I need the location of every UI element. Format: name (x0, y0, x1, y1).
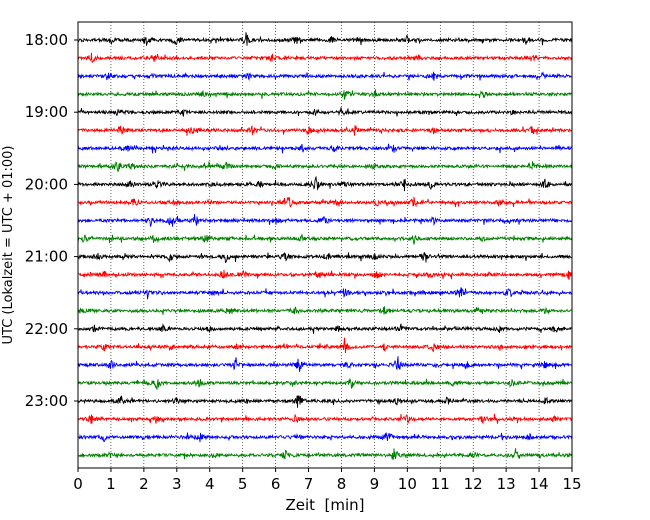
x-tick-label: 11 (431, 475, 450, 493)
trace-row-19:15 (77, 124, 573, 136)
y-tick-label: 18:00 (25, 31, 68, 49)
y-tick-label: 21:00 (25, 248, 68, 266)
trace-row-19:30 (77, 143, 573, 154)
x-axis-label: Zeit [min] (285, 496, 364, 514)
plot-background (78, 22, 572, 468)
trace-row-21:00 (77, 251, 573, 264)
trace-row-18:30 (77, 71, 573, 82)
x-tick-label: 4 (205, 475, 215, 493)
trace-row-18:00 (77, 32, 573, 46)
seismogram-traces (77, 32, 573, 461)
trace-row-20:15 (77, 196, 573, 208)
y-axis-label: UTC (Lokalzeit = UTC + 01:00) (1, 146, 16, 345)
y-axis: 18:00 19:00 20:00 21:00 22:00 23:00 (25, 31, 78, 410)
trace-row-22:00 (77, 323, 573, 334)
trace-row-19:45 (77, 161, 573, 173)
trace-row-20:00 (77, 175, 573, 192)
vertical-gridlines (110, 22, 540, 468)
x-tick-label: 7 (304, 475, 314, 493)
trace-row-21:45 (77, 306, 573, 315)
x-tick-label: 10 (398, 475, 417, 493)
x-tick-label: 2 (139, 475, 149, 493)
plot-frame (77, 21, 573, 469)
x-tick-label: 5 (238, 475, 248, 493)
x-tick-label: 3 (172, 475, 182, 493)
x-tick-label: 13 (497, 475, 516, 493)
x-tick-label: 1 (106, 475, 116, 493)
x-tick-label: 15 (562, 475, 581, 493)
y-tick-label: 23:00 (25, 392, 68, 410)
trace-row-21:30 (77, 287, 573, 300)
trace-row-22:15 (77, 337, 573, 354)
x-tick-label: 8 (337, 475, 347, 493)
x-tick-label: 0 (73, 475, 83, 493)
x-tick-label: 12 (464, 475, 483, 493)
y-tick-label: 22:00 (25, 320, 68, 338)
trace-row-22:45 (77, 377, 573, 390)
x-tick-label: 9 (370, 475, 380, 493)
y-tick-label: 19:00 (25, 103, 68, 121)
trace-row-23:15 (77, 413, 573, 425)
trace-row-23:00 (77, 395, 573, 408)
x-tick-label: 6 (271, 475, 281, 493)
trace-row-21:15 (77, 269, 573, 280)
trace-row-20:30 (77, 214, 573, 227)
trace-row-18:45 (77, 89, 573, 100)
y-tick-label: 20:00 (25, 175, 68, 193)
trace-row-22:30 (77, 356, 573, 372)
trace-row-19:00 (77, 107, 573, 118)
trace-row-20:45 (77, 233, 573, 245)
x-tick-label: 14 (530, 475, 549, 493)
trace-row-18:15 (77, 52, 573, 63)
trace-row-23:30 (77, 432, 573, 443)
trace-row-23:45 (77, 448, 573, 461)
x-axis: 0 1 2 3 4 5 6 7 8 9 10 11 12 13 14 15 (73, 468, 582, 493)
